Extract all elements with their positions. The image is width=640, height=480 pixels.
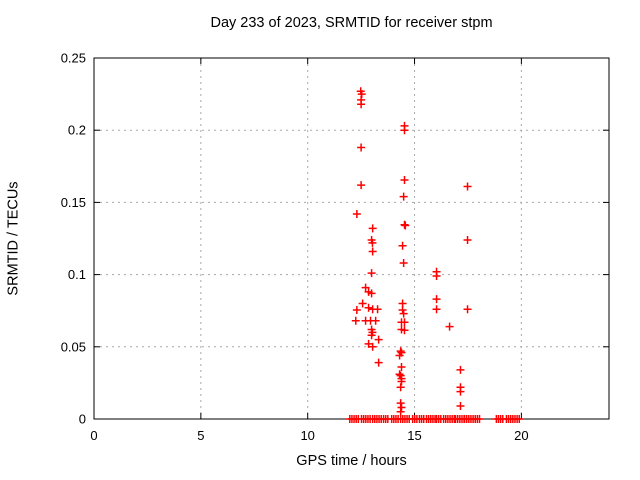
- data-point: [374, 358, 383, 367]
- data-point: [400, 126, 409, 135]
- data-point: [368, 342, 377, 351]
- data-point: [396, 347, 405, 356]
- data-point: [456, 387, 465, 396]
- data-point: [357, 181, 366, 190]
- data-point: [367, 269, 376, 278]
- data-point: [399, 259, 408, 268]
- data-point: [352, 209, 361, 218]
- data-point: [358, 299, 367, 308]
- chart-title: Day 233 of 2023, SRMTID for receiver stp…: [210, 15, 493, 31]
- data-point: [364, 303, 373, 312]
- data-point: [463, 182, 472, 191]
- data-point: [397, 363, 406, 372]
- data-point: [432, 305, 441, 314]
- x-axis-label: GPS time / hours: [296, 453, 407, 469]
- data-point: [445, 322, 454, 331]
- data-point: [352, 305, 361, 314]
- data-point: [396, 399, 405, 408]
- data-point: [397, 377, 406, 386]
- data-point: [400, 176, 409, 185]
- data-point: [357, 143, 366, 152]
- data-point: [368, 224, 377, 233]
- data-point: [373, 305, 382, 314]
- x-tick-label: 0: [90, 428, 97, 443]
- x-tick-label: 15: [407, 428, 421, 443]
- data-point: [367, 289, 376, 298]
- data-point: [432, 272, 441, 281]
- x-tick-label: 20: [514, 428, 528, 443]
- x-tick-label: 5: [197, 428, 204, 443]
- data-point: [367, 331, 376, 340]
- data-point: [368, 238, 377, 247]
- data-point: [395, 370, 404, 379]
- data-point: [432, 295, 441, 304]
- data-point: [463, 305, 472, 314]
- data-point: [374, 335, 383, 344]
- y-tick-label: 0.05: [61, 339, 86, 354]
- y-tick-label: 0.15: [61, 195, 86, 210]
- y-tick-label: 0.25: [61, 51, 86, 66]
- plot-border: [93, 57, 610, 420]
- data-point: [456, 365, 465, 374]
- data-point: [361, 283, 370, 292]
- data-point: [400, 318, 409, 327]
- y-tick-label: 0.2: [68, 123, 86, 138]
- data-point: [401, 221, 410, 230]
- data-point: [357, 100, 366, 109]
- y-tick-label: 0: [79, 412, 86, 427]
- data-point: [371, 316, 380, 325]
- data-point: [456, 402, 465, 411]
- data-point: [368, 247, 377, 256]
- data-point: [397, 348, 406, 357]
- data-point: [397, 403, 406, 412]
- data-point: [396, 407, 405, 416]
- data-point: [399, 309, 408, 318]
- data-point: [398, 305, 407, 314]
- y-tick-label: 0.1: [68, 267, 86, 282]
- data-point: [396, 383, 405, 392]
- data-point: [364, 339, 373, 348]
- zero-data-point: [515, 415, 524, 423]
- y-axis-label: SRMTID / TECUs: [5, 181, 22, 296]
- data-point: [400, 326, 409, 335]
- zero-data-point: [475, 415, 484, 423]
- data-point: [398, 241, 407, 250]
- x-tick-label: 10: [300, 428, 314, 443]
- data-point: [399, 192, 408, 201]
- data-point: [463, 235, 472, 244]
- data-point: [351, 316, 360, 325]
